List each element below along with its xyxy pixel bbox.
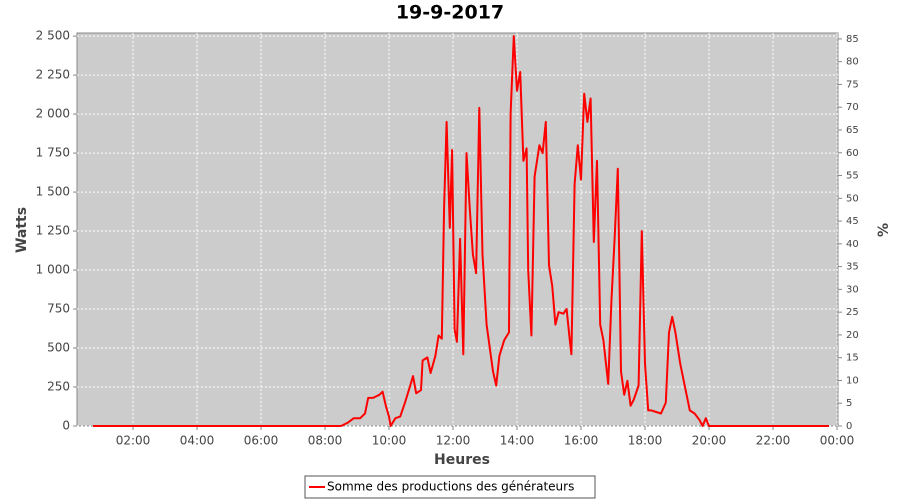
- y-tick-label: 0: [62, 419, 70, 433]
- y-tick-label: 1 750: [36, 146, 70, 160]
- y2-tick-label: 20: [846, 330, 859, 341]
- x-tick-label: 12:00: [436, 434, 471, 448]
- y2-tick-label: 15: [846, 353, 859, 364]
- y2-tick-label: 5: [846, 398, 852, 409]
- y2-tick-label: 50: [846, 193, 859, 204]
- y2-axis-label: %: [876, 223, 892, 237]
- y-tick-label: 750: [47, 302, 70, 316]
- legend-label: Somme des productions des générateurs: [327, 480, 574, 494]
- x-tick-label: 08:00: [308, 434, 343, 448]
- y-tick-label: 2 500: [36, 29, 70, 43]
- y-tick-label: 250: [47, 380, 70, 394]
- y2-tick-label: 10: [846, 375, 859, 386]
- x-axis-label: Heures: [434, 452, 490, 468]
- x-tick-label: 16:00: [564, 434, 599, 448]
- chart-title: 19-9-2017: [396, 2, 504, 24]
- y-tick-label: 500: [47, 341, 70, 355]
- y-tick-label: 1 000: [36, 263, 70, 277]
- y2-tick-label: 60: [846, 148, 859, 159]
- series-line: [93, 35, 829, 427]
- y2-tick-label: 85: [846, 34, 859, 45]
- y-tick-label: 2 250: [36, 68, 70, 82]
- legend: [304, 475, 596, 499]
- x-tick-label: 06:00: [244, 434, 279, 448]
- y-tick-label: 2 000: [36, 107, 70, 121]
- x-tick-label: 04:00: [180, 434, 215, 448]
- y2-tick-label: 55: [846, 171, 859, 182]
- x-tick-label: 18:00: [628, 434, 663, 448]
- x-tick-label: 10:00: [372, 434, 407, 448]
- y-tick-label: 1 500: [36, 185, 70, 199]
- y2-tick-label: 30: [846, 284, 859, 295]
- y2-tick-label: 65: [846, 125, 859, 136]
- x-tick-label: 02:00: [116, 434, 151, 448]
- y2-tick-label: 35: [846, 262, 859, 273]
- y2-tick-label: 45: [846, 216, 859, 227]
- x-tick-label: 14:00: [500, 434, 535, 448]
- y2-tick-label: 80: [846, 57, 859, 68]
- y2-tick-label: 0: [846, 421, 852, 432]
- y2-tick-label: 70: [846, 102, 859, 113]
- y-tick-label: 1 250: [36, 224, 70, 238]
- y2-tick-label: 25: [846, 307, 859, 318]
- y2-tick-label: 40: [846, 239, 859, 250]
- y2-tick-label: 75: [846, 79, 859, 90]
- x-tick-label: 20:00: [692, 434, 727, 448]
- x-tick-label: 22:00: [756, 434, 791, 448]
- x-tick-label: 00:00: [820, 434, 855, 448]
- y-axis-label: Watts: [14, 207, 30, 253]
- plot-area: [76, 32, 839, 427]
